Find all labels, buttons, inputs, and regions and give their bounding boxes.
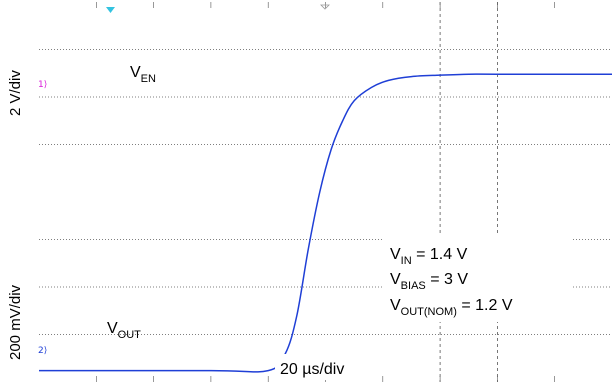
trigger-position-marker	[106, 7, 115, 13]
trigger-level-marker	[320, 4, 330, 10]
condition-vin: VIN = 1.4 V	[390, 246, 468, 267]
ch2-ground-marker: 2⟩	[38, 346, 47, 356]
conditions-backdrop	[383, 236, 573, 322]
traces	[39, 73, 612, 373]
y-scale-top-label: 2 V/div	[7, 70, 24, 116]
vout-label: VOUT	[107, 320, 141, 341]
y-scale-bottom-label: 200 mV/div	[7, 284, 24, 360]
condition-vout-nom: VOUT(NOM) = 1.2 V	[390, 297, 513, 318]
x-scale-backdrop	[275, 354, 375, 380]
x-scale-label: 20 µs/div	[280, 361, 344, 378]
ven-label: VEN	[130, 64, 156, 85]
graticule	[39, 2, 612, 382]
ch1-ground-marker: 1⟩	[38, 80, 47, 90]
condition-vbias: VBIAS = 3 V	[390, 271, 468, 292]
series-line-vout	[39, 73, 612, 373]
